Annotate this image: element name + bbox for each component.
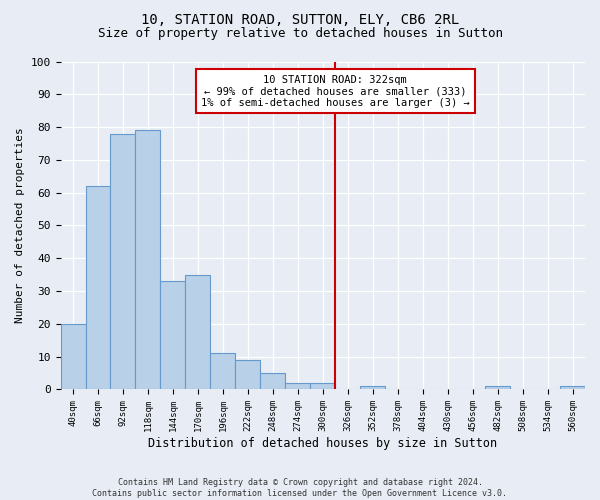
Bar	[260, 373, 286, 390]
Bar	[485, 386, 510, 390]
Y-axis label: Number of detached properties: Number of detached properties	[15, 128, 25, 324]
Text: Size of property relative to detached houses in Sutton: Size of property relative to detached ho…	[97, 28, 503, 40]
Bar	[160, 281, 185, 390]
Text: 10, STATION ROAD, SUTTON, ELY, CB6 2RL: 10, STATION ROAD, SUTTON, ELY, CB6 2RL	[141, 12, 459, 26]
Text: 10 STATION ROAD: 322sqm
← 99% of detached houses are smaller (333)
1% of semi-de: 10 STATION ROAD: 322sqm ← 99% of detache…	[201, 74, 470, 108]
Bar	[235, 360, 260, 390]
Bar	[86, 186, 110, 390]
X-axis label: Distribution of detached houses by size in Sutton: Distribution of detached houses by size …	[148, 437, 497, 450]
Bar	[61, 324, 86, 390]
Bar	[211, 354, 235, 390]
Bar	[110, 134, 136, 390]
Bar	[560, 386, 585, 390]
Bar	[286, 383, 310, 390]
Bar	[136, 130, 160, 390]
Text: Contains HM Land Registry data © Crown copyright and database right 2024.
Contai: Contains HM Land Registry data © Crown c…	[92, 478, 508, 498]
Bar	[360, 386, 385, 390]
Bar	[185, 274, 211, 390]
Bar	[310, 383, 335, 390]
